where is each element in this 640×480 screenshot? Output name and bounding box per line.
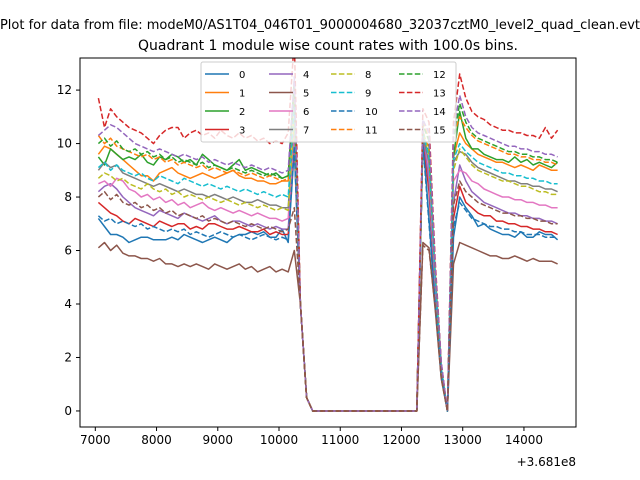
plot-area bbox=[97, 58, 559, 412]
series-line-15 bbox=[97, 180, 558, 412]
legend-label-13: 13 bbox=[433, 89, 446, 100]
legend-label-3: 3 bbox=[239, 126, 245, 137]
legend-label-8: 8 bbox=[365, 70, 371, 81]
legend-label-9: 9 bbox=[365, 89, 371, 100]
legend-label-14: 14 bbox=[433, 107, 446, 118]
x-offset-label: +3.681e8 bbox=[517, 455, 576, 469]
y-tick-label: 12 bbox=[57, 83, 72, 97]
legend-label-7: 7 bbox=[303, 126, 309, 137]
x-tick-label: 7000 bbox=[80, 433, 111, 447]
chart-suptitle: Plot for data from file: modeM0/AS1T04_0… bbox=[0, 18, 640, 33]
x-tick-label: 14000 bbox=[505, 433, 543, 447]
y-tick-label: 2 bbox=[64, 350, 72, 364]
legend-label-12: 12 bbox=[433, 70, 446, 81]
x-tick-label: 9000 bbox=[203, 433, 234, 447]
legend-label-5: 5 bbox=[303, 89, 309, 100]
y-tick-label: 6 bbox=[64, 244, 72, 258]
x-tick-label: 10000 bbox=[260, 433, 298, 447]
series-line-5 bbox=[97, 241, 558, 412]
legend-label-10: 10 bbox=[365, 107, 378, 118]
legend-label-11: 11 bbox=[365, 126, 378, 137]
x-tick-label: 13000 bbox=[444, 433, 482, 447]
series-line-0 bbox=[97, 137, 559, 412]
x-tick-label: 8000 bbox=[141, 433, 172, 447]
y-axis: 0 2 4 6 8 10 12 bbox=[57, 83, 80, 418]
series-line-13 bbox=[97, 58, 559, 412]
legend-label-15: 15 bbox=[433, 126, 446, 137]
series-line-9 bbox=[97, 102, 558, 412]
legend-box bbox=[200, 61, 457, 143]
x-axis: 7000 8000 9000 10000 11000 12000 13000 14000 bbox=[80, 427, 543, 447]
legend-label-6: 6 bbox=[303, 107, 309, 118]
y-tick-label: 4 bbox=[64, 297, 72, 311]
legend-label-1: 1 bbox=[239, 89, 245, 100]
y-tick-label: 10 bbox=[57, 137, 72, 151]
legend-label-2: 2 bbox=[239, 107, 245, 118]
series-line-8 bbox=[97, 116, 558, 412]
x-tick-label: 11000 bbox=[321, 433, 359, 447]
series-line-10 bbox=[97, 142, 558, 412]
legend-label-0: 0 bbox=[239, 70, 245, 81]
chart-title: Quadrant 1 module wise count rates with … bbox=[138, 38, 518, 54]
x-tick-label: 12000 bbox=[382, 433, 420, 447]
y-tick-label: 8 bbox=[64, 190, 72, 204]
axes-frame bbox=[79, 57, 577, 428]
series-line-3 bbox=[97, 134, 558, 412]
y-tick-label: 0 bbox=[64, 404, 72, 418]
legend-label-4: 4 bbox=[303, 70, 309, 81]
